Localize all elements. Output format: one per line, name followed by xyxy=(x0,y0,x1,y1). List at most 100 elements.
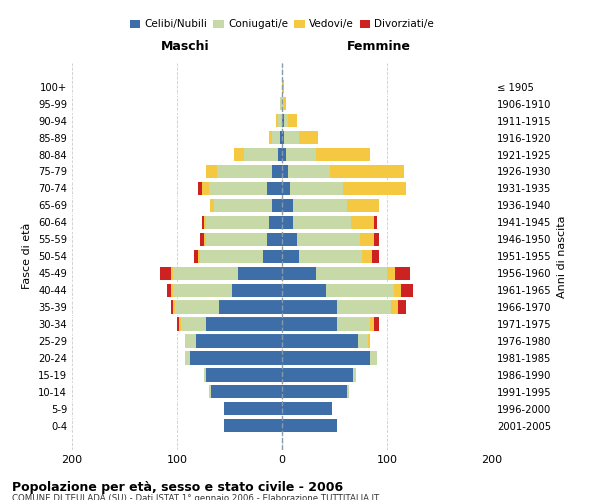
Bar xyxy=(185,352,190,364)
Bar xyxy=(234,148,244,161)
Bar xyxy=(343,182,406,195)
Bar xyxy=(278,114,282,127)
Bar xyxy=(224,419,282,432)
Bar xyxy=(282,114,284,127)
Bar xyxy=(200,232,204,246)
Bar xyxy=(290,182,343,195)
Bar xyxy=(271,131,280,144)
Bar xyxy=(232,284,282,297)
Bar xyxy=(289,165,331,178)
Bar xyxy=(271,199,282,212)
Bar xyxy=(200,250,263,263)
Bar xyxy=(282,216,293,229)
Bar xyxy=(282,232,296,246)
Bar xyxy=(194,250,198,263)
Bar xyxy=(372,250,379,263)
Bar xyxy=(284,131,299,144)
Bar xyxy=(316,148,370,161)
Bar xyxy=(263,250,282,263)
Bar xyxy=(331,165,404,178)
Bar xyxy=(209,182,268,195)
Bar xyxy=(204,216,206,229)
Bar xyxy=(282,386,347,398)
Bar xyxy=(271,165,282,178)
Bar xyxy=(160,266,171,280)
Legend: Celibi/Nubili, Coniugati/e, Vedovi/e, Divorziati/e: Celibi/Nubili, Coniugati/e, Vedovi/e, Di… xyxy=(128,18,436,32)
Bar xyxy=(347,386,349,398)
Bar xyxy=(190,352,282,364)
Bar xyxy=(280,131,282,144)
Bar xyxy=(395,266,410,280)
Bar xyxy=(282,300,337,314)
Text: Femmine: Femmine xyxy=(347,40,410,53)
Bar xyxy=(282,148,286,161)
Bar xyxy=(204,232,206,246)
Bar xyxy=(394,284,401,297)
Bar xyxy=(286,148,316,161)
Bar xyxy=(177,318,179,330)
Bar xyxy=(289,114,296,127)
Bar xyxy=(282,131,284,144)
Bar xyxy=(299,250,362,263)
Bar xyxy=(209,199,214,212)
Bar xyxy=(211,386,282,398)
Bar xyxy=(282,352,370,364)
Bar xyxy=(282,402,332,415)
Bar xyxy=(282,182,290,195)
Bar xyxy=(206,232,268,246)
Bar xyxy=(360,232,374,246)
Bar xyxy=(175,300,219,314)
Text: COMUNE DI TEULADA (SU) - Dati ISTAT 1° gennaio 2006 - Elaborazione TUTTITALIA.IT: COMUNE DI TEULADA (SU) - Dati ISTAT 1° g… xyxy=(12,494,379,500)
Bar xyxy=(238,266,282,280)
Bar xyxy=(202,182,209,195)
Bar xyxy=(214,199,271,212)
Bar xyxy=(296,232,360,246)
Bar xyxy=(173,300,175,314)
Bar xyxy=(219,300,282,314)
Bar xyxy=(206,165,217,178)
Bar xyxy=(217,165,271,178)
Bar xyxy=(206,368,282,382)
Bar xyxy=(173,284,232,297)
Bar xyxy=(202,216,204,229)
Bar xyxy=(179,318,181,330)
Bar xyxy=(398,300,406,314)
Bar xyxy=(198,250,200,263)
Bar xyxy=(391,300,398,314)
Bar xyxy=(269,131,271,144)
Bar xyxy=(282,80,284,94)
Bar xyxy=(206,216,269,229)
Bar xyxy=(206,318,282,330)
Bar xyxy=(171,300,173,314)
Bar xyxy=(181,318,206,330)
Bar xyxy=(337,300,391,314)
Bar xyxy=(282,368,353,382)
Bar xyxy=(280,97,282,110)
Bar xyxy=(204,368,206,382)
Bar xyxy=(282,334,358,347)
Text: Popolazione per età, sesso e stato civile - 2006: Popolazione per età, sesso e stato civil… xyxy=(12,481,343,494)
Bar xyxy=(224,402,282,415)
Bar xyxy=(282,165,289,178)
Bar xyxy=(167,284,171,297)
Bar xyxy=(337,318,370,330)
Bar xyxy=(276,114,278,127)
Bar xyxy=(282,199,293,212)
Bar xyxy=(282,266,316,280)
Bar xyxy=(282,97,284,110)
Bar xyxy=(374,232,379,246)
Bar xyxy=(293,199,347,212)
Bar xyxy=(358,334,368,347)
Bar xyxy=(374,318,379,330)
Bar xyxy=(196,334,282,347)
Y-axis label: Fasce di età: Fasce di età xyxy=(22,223,32,290)
Bar xyxy=(171,284,173,297)
Bar xyxy=(326,284,394,297)
Bar xyxy=(244,148,278,161)
Bar xyxy=(351,216,374,229)
Bar xyxy=(269,216,282,229)
Bar xyxy=(173,266,238,280)
Bar xyxy=(198,182,202,195)
Bar xyxy=(370,318,374,330)
Bar xyxy=(282,419,337,432)
